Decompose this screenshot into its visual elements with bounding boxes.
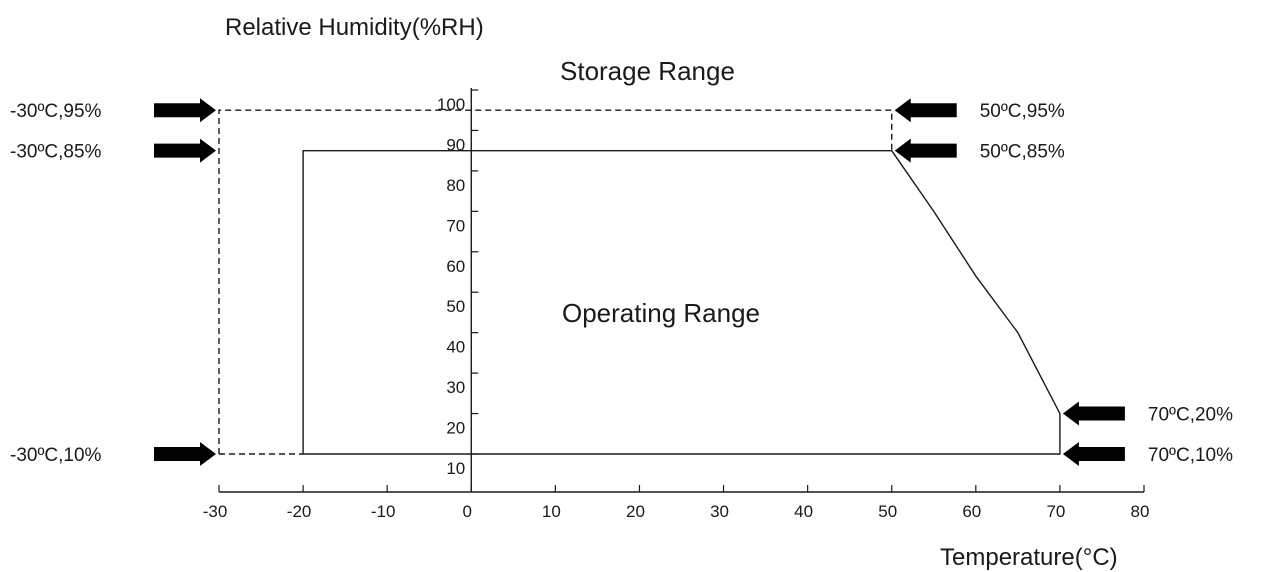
- x-tick-label: 20: [626, 502, 645, 521]
- annotation-arrow: [154, 442, 216, 466]
- annotation-label: -30ºC,10%: [10, 445, 102, 466]
- x-tick-label: 0: [463, 502, 472, 521]
- annotation-label: 50ºC,95%: [980, 101, 1065, 122]
- point-annotations: -30ºC,95% -30ºC,85% -30ºC,10% 50ºC,95% 50ºC,…: [10, 98, 1233, 466]
- x-tick-label: 60: [962, 502, 981, 521]
- operating-range-outline: [302, 149, 1061, 455]
- y-axis-label: Relative Humidity(%RH): [225, 14, 484, 41]
- x-tick-label: -10: [371, 502, 396, 521]
- x-axis-label: Temperature(°C): [940, 544, 1118, 571]
- y-tick-label: 10: [446, 459, 465, 478]
- annotation-arrow: [1062, 401, 1125, 426]
- x-tick-label: 10: [542, 502, 561, 521]
- operating-range-label: Operating Range: [562, 298, 760, 328]
- y-tick-label: 50: [446, 297, 465, 316]
- axes: -30 -20 -10 0 10 20 30 40 50 60 70 80 10 20 30 40 50 60 70…: [203, 88, 1150, 521]
- x-tick-label: -20: [287, 502, 312, 521]
- annotation-arrow: [894, 138, 957, 163]
- x-tick-label: -30: [203, 502, 228, 521]
- y-tick-label: 100: [437, 95, 465, 114]
- storage-range-label: Storage Range: [560, 56, 735, 86]
- y-tick-label: 20: [446, 419, 465, 438]
- storage-range-outline: [218, 109, 893, 454]
- annotation-label: -30ºC,95%: [10, 101, 102, 122]
- annotation-arrow: [154, 138, 216, 163]
- annotation-arrow: [154, 98, 216, 123]
- annotation-label: 70ºC,10%: [1148, 445, 1233, 466]
- y-tick-label: 60: [446, 257, 465, 276]
- x-tick-label: 50: [878, 502, 897, 521]
- annotation-arrow: [1062, 442, 1125, 466]
- annotation-label: 50ºC,85%: [980, 142, 1065, 163]
- series-lines: [218, 109, 1061, 455]
- x-tick-label: 30: [710, 502, 729, 521]
- annotation-label: -30ºC,85%: [10, 142, 102, 163]
- y-tick-label: 40: [446, 338, 465, 357]
- annotation-arrow: [894, 98, 957, 123]
- annotation-label: 70ºC,20%: [1148, 405, 1233, 426]
- x-tick-label: 70: [1046, 502, 1065, 521]
- y-tick-label: 30: [446, 378, 465, 397]
- x-tick-label: 80: [1131, 502, 1150, 521]
- x-tick-label: 40: [794, 502, 813, 521]
- y-tick-label: 90: [446, 135, 465, 154]
- y-tick-label: 80: [446, 176, 465, 195]
- y-tick-label: 70: [446, 216, 465, 235]
